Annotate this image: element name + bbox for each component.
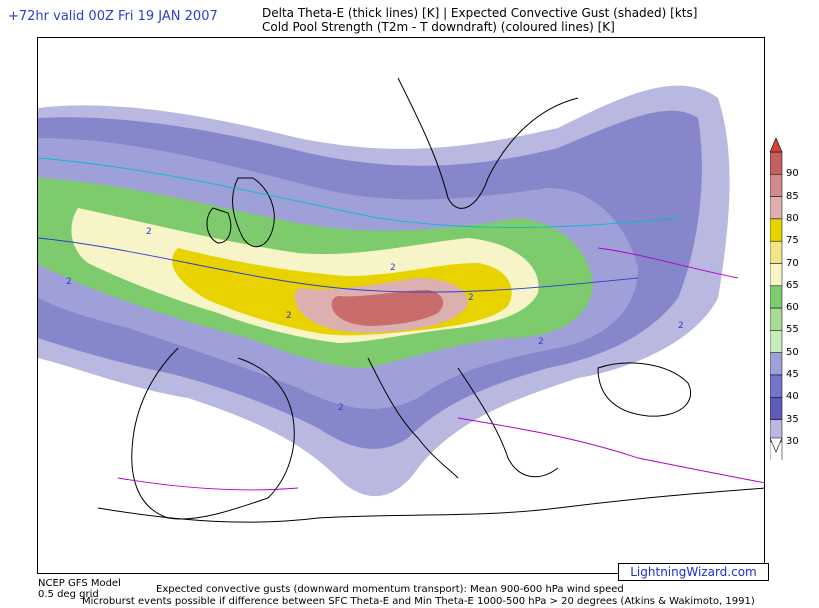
legend-swatch — [769, 174, 783, 197]
contour-line — [117, 477, 299, 491]
legend-level-label: 55 — [786, 324, 799, 336]
contour-labels: 2 2 2 2 2 2 2 2 — [66, 227, 684, 413]
legend-swatch — [769, 285, 783, 309]
valid-time: +72hr valid 00Z Fri 19 JAN 2007 — [8, 9, 218, 24]
model-grid: 0.5 deg grid — [38, 589, 99, 600]
footnote-gusts: Expected convective gusts (downward mome… — [156, 584, 624, 595]
legend-swatch — [769, 307, 783, 331]
coast-blacksea — [597, 362, 691, 417]
contour-line — [38, 157, 679, 228]
legend-level-label: 40 — [786, 391, 799, 403]
legend-swatch — [769, 352, 783, 376]
lightningwizard-credit[interactable]: LightningWizard.com — [618, 563, 769, 581]
contour-label: 2 — [66, 277, 72, 287]
cold-pool-contours — [38, 157, 764, 491]
legend-bar — [769, 137, 783, 465]
legend-swatch — [769, 330, 783, 353]
legend-level-label: 30 — [786, 435, 799, 447]
weather-map: 2 2 2 2 2 2 2 2 — [37, 37, 765, 574]
legend-swatch — [769, 263, 783, 287]
contour-label: 2 — [468, 293, 474, 303]
legend-level-label: 80 — [786, 212, 799, 224]
contour-label: 2 — [286, 311, 292, 321]
legend-level-label: 60 — [786, 302, 799, 314]
coast-iberia — [131, 347, 295, 520]
legend-level-label: 50 — [786, 346, 799, 358]
map-canvas: 2 2 2 2 2 2 2 2 — [38, 77, 764, 523]
map-title-line1: Delta Theta-E (thick lines) [K] | Expect… — [262, 6, 698, 20]
legend-level-label: 75 — [786, 235, 799, 247]
legend-level-label: 35 — [786, 413, 799, 425]
map-title-line2: Cold Pool Strength (T2m - T downdraft) (… — [262, 20, 615, 34]
contour-label: 2 — [390, 263, 396, 273]
footnote-microburst: Microburst events possible if difference… — [82, 596, 755, 607]
contour-label: 2 — [146, 227, 152, 237]
coast-ireland — [206, 207, 232, 244]
legend-swatch — [769, 151, 783, 175]
contour-label: 2 — [538, 337, 544, 347]
model-name: NCEP GFS Model — [38, 578, 121, 589]
legend-swatch — [769, 397, 783, 420]
legend-level-label: 90 — [786, 168, 799, 180]
legend-level-label: 65 — [786, 279, 799, 291]
legend-swatch — [769, 196, 783, 220]
gust-shading — [38, 85, 730, 497]
gust-legend: 90 85 80 75 70 65 60 55 50 45 40 35 30 — [769, 137, 819, 465]
legend-swatch — [769, 240, 783, 264]
coast-scandinavia — [397, 77, 579, 209]
coast-balkans — [457, 367, 559, 478]
legend-level-label: 45 — [786, 369, 799, 380]
gust-band-85 — [331, 290, 444, 326]
legend-level-label: 70 — [786, 257, 799, 269]
contour-line — [457, 417, 764, 484]
coast-north-africa — [97, 487, 764, 523]
contour-label: 2 — [338, 403, 344, 413]
contour-label: 2 — [678, 321, 684, 331]
coast-italy — [367, 357, 459, 479]
legend-swatch — [769, 218, 783, 242]
legend-swatch — [769, 374, 783, 398]
contour-line — [597, 247, 739, 279]
legend-arrow-top — [769, 137, 783, 153]
legend-level-label: 85 — [786, 190, 799, 202]
contour-line — [38, 237, 639, 293]
legend-arrow-bottom — [769, 437, 783, 453]
